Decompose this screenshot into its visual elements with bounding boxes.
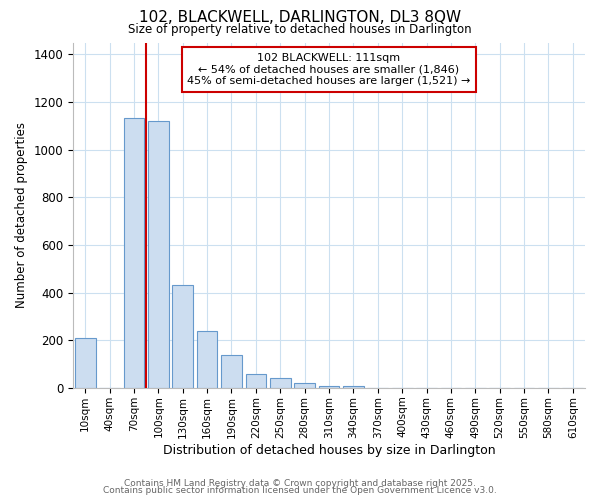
Bar [172, 286, 193, 388]
Text: 102 BLACKWELL: 111sqm
← 54% of detached houses are smaller (1,846)
45% of semi-d: 102 BLACKWELL: 111sqm ← 54% of detached … [187, 53, 471, 86]
X-axis label: Distribution of detached houses by size in Darlington: Distribution of detached houses by size … [163, 444, 496, 458]
Text: 102, BLACKWELL, DARLINGTON, DL3 8QW: 102, BLACKWELL, DARLINGTON, DL3 8QW [139, 10, 461, 25]
Bar [124, 118, 145, 388]
Text: Size of property relative to detached houses in Darlington: Size of property relative to detached ho… [128, 22, 472, 36]
Bar [319, 386, 340, 388]
Bar [148, 121, 169, 388]
Bar [245, 374, 266, 388]
Y-axis label: Number of detached properties: Number of detached properties [15, 122, 28, 308]
Bar [270, 378, 290, 388]
Bar [197, 330, 217, 388]
Text: Contains public sector information licensed under the Open Government Licence v3: Contains public sector information licen… [103, 486, 497, 495]
Bar [75, 338, 95, 388]
Bar [294, 383, 315, 388]
Bar [221, 354, 242, 388]
Text: Contains HM Land Registry data © Crown copyright and database right 2025.: Contains HM Land Registry data © Crown c… [124, 478, 476, 488]
Bar [343, 386, 364, 388]
